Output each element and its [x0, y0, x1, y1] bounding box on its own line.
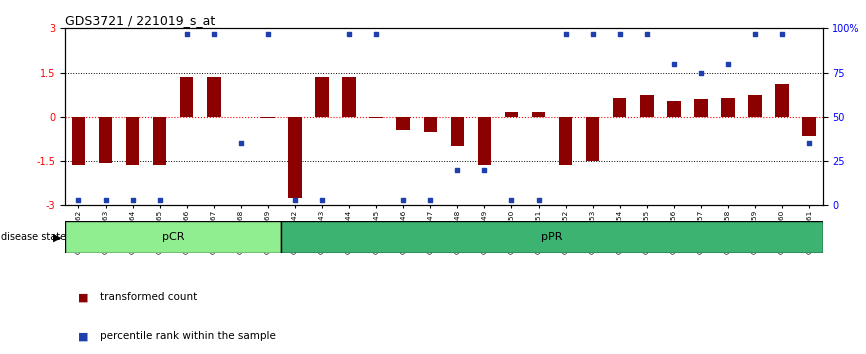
Point: [180, 31, 194, 36]
Bar: [478, 117, 491, 166]
Bar: [370, 117, 383, 118]
Point: [802, 141, 816, 146]
Text: ■: ■: [78, 331, 88, 341]
Text: pPR: pPR: [541, 232, 563, 242]
Bar: [65, 221, 281, 253]
Point: [505, 197, 519, 203]
Point: [288, 197, 302, 203]
Point: [532, 197, 546, 203]
Point: [423, 197, 437, 203]
Point: [640, 31, 654, 36]
Point: [694, 70, 708, 75]
Bar: [803, 117, 816, 136]
Point: [234, 141, 248, 146]
Text: transformed count: transformed count: [100, 292, 197, 302]
Bar: [72, 117, 85, 166]
Bar: [505, 113, 518, 117]
Bar: [281, 221, 823, 253]
Point: [126, 197, 139, 203]
Bar: [667, 101, 681, 117]
Bar: [126, 117, 139, 166]
Point: [477, 167, 491, 173]
Point: [152, 197, 166, 203]
Point: [261, 31, 275, 36]
Point: [315, 197, 329, 203]
Text: percentile rank within the sample: percentile rank within the sample: [100, 331, 275, 341]
Point: [721, 61, 735, 67]
Point: [397, 197, 410, 203]
Bar: [288, 117, 301, 198]
Point: [559, 31, 572, 36]
Bar: [748, 95, 762, 117]
Bar: [342, 77, 356, 117]
Text: disease state: disease state: [1, 232, 66, 242]
Point: [369, 31, 383, 36]
Point: [613, 31, 627, 36]
Point: [667, 61, 681, 67]
Text: ▶: ▶: [53, 232, 61, 242]
Bar: [559, 117, 572, 166]
Bar: [613, 98, 626, 117]
Text: pCR: pCR: [162, 232, 184, 242]
Point: [748, 31, 762, 36]
Bar: [695, 99, 708, 117]
Bar: [775, 84, 789, 117]
Bar: [721, 98, 734, 117]
Bar: [262, 117, 275, 118]
Bar: [153, 117, 166, 165]
Text: GDS3721 / 221019_s_at: GDS3721 / 221019_s_at: [65, 14, 215, 27]
Bar: [640, 95, 654, 117]
Point: [207, 31, 221, 36]
Bar: [397, 117, 410, 130]
Bar: [450, 117, 464, 146]
Text: ■: ■: [78, 292, 88, 302]
Point: [585, 31, 599, 36]
Bar: [180, 77, 193, 117]
Point: [342, 31, 356, 36]
Bar: [423, 117, 437, 132]
Bar: [315, 77, 329, 117]
Point: [99, 197, 113, 203]
Point: [775, 31, 789, 36]
Point: [450, 167, 464, 173]
Bar: [207, 77, 221, 117]
Point: [72, 197, 86, 203]
Bar: [586, 117, 599, 161]
Bar: [99, 117, 113, 162]
Bar: [532, 113, 546, 117]
